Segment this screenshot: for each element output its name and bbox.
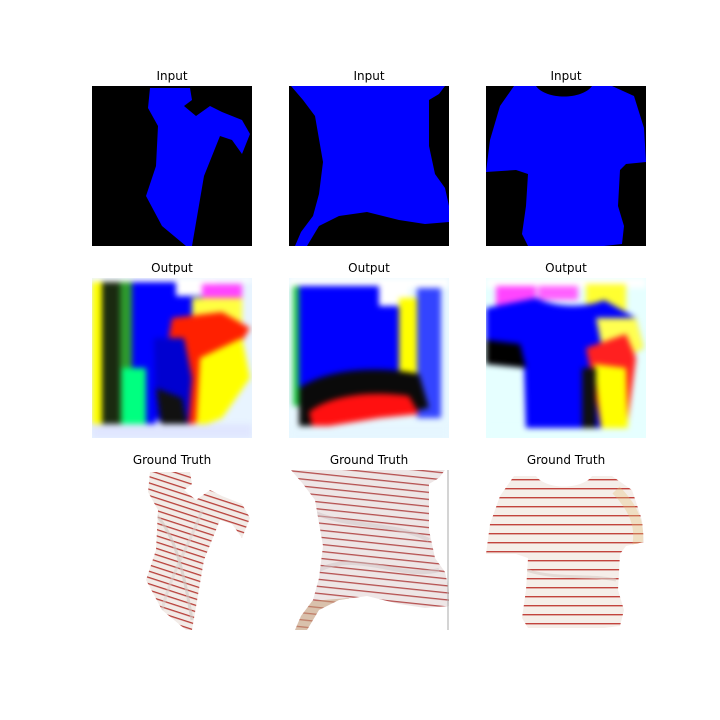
output-image-1 — [92, 278, 252, 438]
title-input-1: Input — [156, 69, 188, 83]
output-image-3 — [486, 278, 646, 438]
output-image-2 — [289, 278, 449, 438]
ground-truth-shirt-2 — [289, 470, 449, 630]
title-input-2: Input — [353, 69, 385, 83]
ground-truth-shirt-3 — [486, 470, 646, 630]
title-output-3: Output — [545, 261, 587, 275]
title-ground-truth-1: Ground Truth — [132, 453, 212, 467]
input-mask-3 — [486, 86, 646, 246]
input-mask-2 — [289, 86, 449, 246]
title-output-2: Output — [348, 261, 390, 275]
title-ground-truth-2: Ground Truth — [329, 453, 409, 467]
ground-truth-shirt-1 — [92, 470, 252, 630]
title-ground-truth-3: Ground Truth — [526, 453, 606, 467]
title-input-3: Input — [550, 69, 582, 83]
title-output-1: Output — [151, 261, 193, 275]
input-mask-1 — [92, 86, 252, 246]
